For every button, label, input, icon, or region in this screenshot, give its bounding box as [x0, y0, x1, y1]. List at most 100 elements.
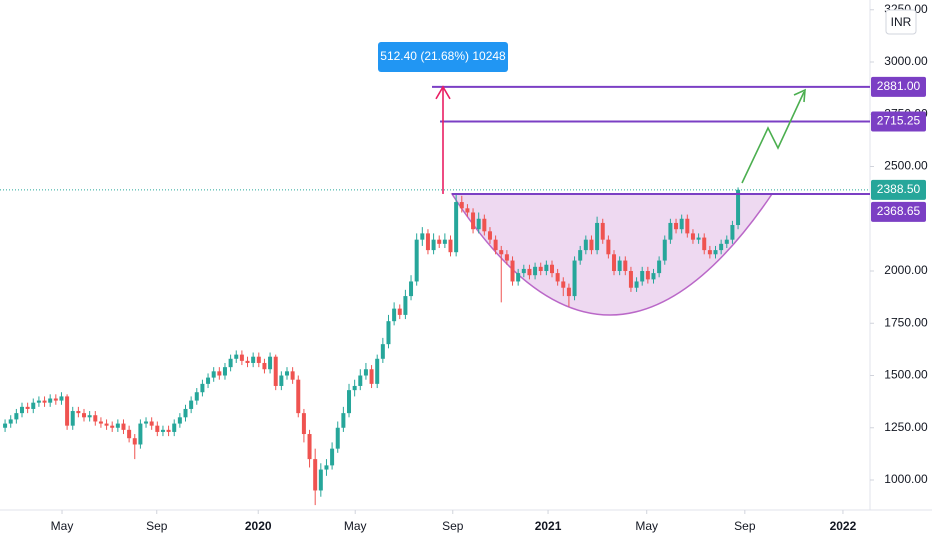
candle-body [251, 356, 256, 363]
candle-body [245, 360, 250, 363]
candle-body [448, 239, 453, 253]
candle-body [318, 469, 323, 491]
x-tick-label: Sep [734, 519, 756, 533]
candle-body [674, 222, 679, 230]
candle-body [347, 390, 352, 414]
candle-body [397, 308, 402, 315]
y-tick-label: 2500.00 [884, 159, 928, 173]
candle-body [465, 208, 470, 213]
candle-body [600, 222, 605, 240]
candle-body [645, 271, 650, 280]
candle-body [200, 383, 205, 393]
level-label: 2881.00 [877, 79, 921, 93]
candle-body [335, 427, 340, 449]
candle-body [59, 396, 64, 401]
candle-body [572, 260, 577, 297]
candle-body [149, 421, 154, 426]
candle-body [549, 264, 554, 274]
candle-body [3, 423, 8, 428]
y-tick-label: 2000.00 [884, 263, 928, 277]
candle-body [606, 239, 611, 255]
measure-label: 512.40 (21.68%) 10248 [380, 49, 506, 63]
candle-body [380, 344, 385, 359]
candle-body [273, 356, 278, 386]
candle-body [177, 417, 182, 424]
candle-body [31, 402, 36, 409]
candle-body [87, 415, 92, 418]
candle-body [36, 400, 41, 403]
candle-body [307, 434, 312, 460]
candle-body [48, 398, 53, 403]
candle-body [662, 239, 667, 261]
x-tick-label: May [635, 519, 658, 533]
candle-body [431, 239, 436, 251]
candle-body [504, 254, 509, 261]
y-tick-label: 1000.00 [884, 472, 928, 486]
candle-body [566, 287, 571, 297]
candle-body [544, 264, 549, 272]
candle-body [183, 408, 188, 418]
candle-body [527, 268, 532, 276]
candle-body [160, 429, 165, 432]
candle-body [459, 202, 464, 209]
currency-label: INR [891, 15, 912, 29]
candle-body [476, 218, 481, 230]
candle-body [657, 260, 662, 274]
x-tick-label: Sep [442, 519, 464, 533]
projection-arrow [741, 91, 805, 184]
candle-body [194, 392, 199, 401]
candle-body [736, 189, 741, 226]
candle-body [121, 423, 126, 430]
candle-body [104, 423, 109, 426]
candle-body [110, 425, 115, 428]
candle-body [425, 233, 430, 251]
candle-body [206, 377, 211, 384]
cup-shape [450, 193, 774, 316]
candle-body [82, 413, 87, 418]
currency-box [885, 9, 917, 35]
candle-body [98, 421, 103, 424]
candle-body [521, 268, 526, 274]
candle-body [138, 423, 143, 445]
x-tick-label: 2020 [245, 519, 272, 533]
x-tick-label: 2021 [535, 519, 562, 533]
candle-body [679, 218, 684, 230]
candle-body [454, 202, 459, 253]
x-tick-label: 2022 [830, 519, 857, 533]
candle-body [369, 369, 374, 384]
candle-body [222, 367, 227, 376]
candle-body [690, 233, 695, 240]
y-tick-label: 1250.00 [884, 420, 928, 434]
candle-body [471, 212, 476, 230]
candle-body [538, 266, 543, 272]
candle-body [189, 400, 194, 409]
candle-body [166, 429, 171, 432]
candle-body [595, 222, 600, 251]
level-label: 2715.25 [877, 114, 921, 128]
candle-body [301, 413, 306, 435]
candle-body [730, 225, 735, 240]
candle-body [583, 239, 588, 251]
candle-body [707, 250, 712, 255]
candle-body [651, 273, 656, 280]
candle-body [341, 413, 346, 428]
candle-body [296, 379, 301, 414]
candle-body [612, 254, 617, 272]
last-price-label-bg [871, 179, 926, 200]
candle-body [262, 362, 267, 370]
candle-body [363, 369, 368, 376]
candle-body [155, 425, 160, 432]
candle-body [290, 371, 295, 380]
candle-body [555, 273, 560, 282]
candle-body [510, 260, 515, 282]
y-tick-label: 1750.00 [884, 315, 928, 329]
candle-body [392, 308, 397, 322]
candle-body [516, 273, 521, 282]
y-tick-label: 3000.00 [884, 54, 928, 68]
candle-body [420, 233, 425, 240]
x-tick-label: May [51, 519, 74, 533]
candle-body [403, 296, 408, 315]
candle-body [589, 239, 594, 251]
candle-body [561, 281, 566, 288]
